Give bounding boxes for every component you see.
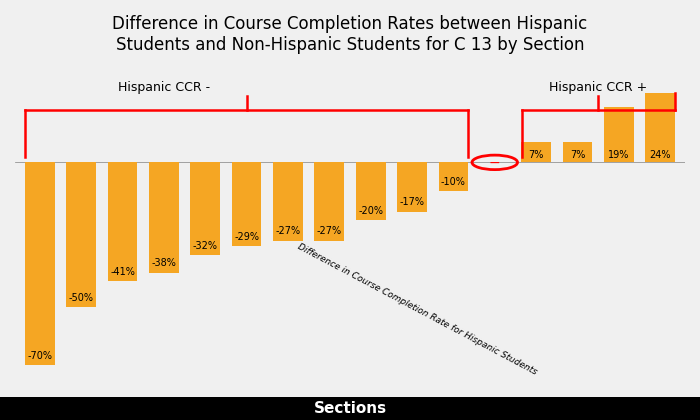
Bar xyxy=(108,163,137,281)
Text: 19%: 19% xyxy=(608,150,629,160)
Text: 7%: 7% xyxy=(570,150,585,160)
Text: -41%: -41% xyxy=(110,267,135,277)
Text: -50%: -50% xyxy=(69,293,94,303)
Bar xyxy=(397,163,427,212)
Text: Hispanic CCR +: Hispanic CCR + xyxy=(549,81,648,94)
Text: −: − xyxy=(489,155,500,169)
Bar xyxy=(66,163,96,307)
Bar xyxy=(149,163,178,273)
Text: -20%: -20% xyxy=(358,206,383,216)
Text: -27%: -27% xyxy=(275,226,300,236)
Text: 24%: 24% xyxy=(650,150,671,160)
Bar xyxy=(273,163,303,241)
Bar xyxy=(645,93,675,163)
Bar xyxy=(438,163,468,192)
Bar xyxy=(563,142,592,163)
Bar xyxy=(314,163,344,241)
Bar xyxy=(604,107,634,163)
Text: -32%: -32% xyxy=(193,241,218,251)
Text: Sections: Sections xyxy=(314,401,386,416)
Bar xyxy=(522,142,551,163)
Bar xyxy=(25,163,55,365)
Bar xyxy=(190,163,220,255)
Text: Hispanic CCR -: Hispanic CCR - xyxy=(118,81,210,94)
Text: -27%: -27% xyxy=(317,226,342,236)
Text: Difference in Course Completion Rate for Hispanic Students: Difference in Course Completion Rate for… xyxy=(295,242,538,377)
Text: -38%: -38% xyxy=(151,258,176,268)
Title: Difference in Course Completion Rates between Hispanic
Students and Non-Hispanic: Difference in Course Completion Rates be… xyxy=(113,15,587,54)
Bar xyxy=(232,163,262,247)
Bar xyxy=(356,163,386,220)
Text: -29%: -29% xyxy=(234,232,259,242)
Text: 7%: 7% xyxy=(528,150,544,160)
Text: -17%: -17% xyxy=(400,197,424,207)
Text: -10%: -10% xyxy=(441,177,466,187)
Text: -70%: -70% xyxy=(27,351,52,361)
